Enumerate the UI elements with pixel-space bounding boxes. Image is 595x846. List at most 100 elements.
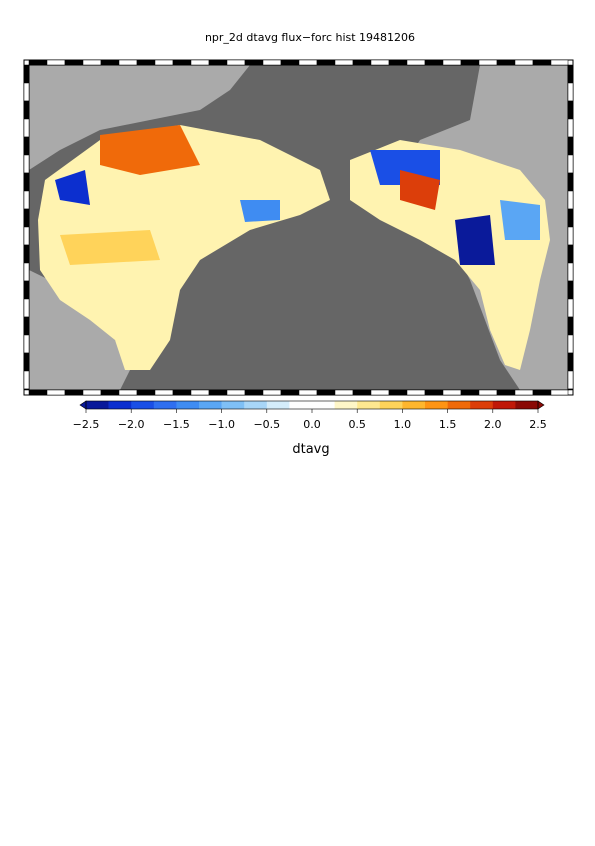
border-segment xyxy=(82,59,102,66)
border-segment xyxy=(23,316,30,336)
border-segment xyxy=(23,64,30,84)
border-segment xyxy=(136,59,156,66)
border-segment xyxy=(136,389,156,396)
map-title: npr_2d dtavg flux−forc hist 19481206 xyxy=(205,31,415,44)
colorbar-segment xyxy=(108,401,132,409)
border-segment xyxy=(23,100,30,120)
colorbar-segment xyxy=(199,401,222,409)
border-segment xyxy=(64,59,84,66)
map-border xyxy=(23,59,574,396)
border-segment xyxy=(567,190,574,210)
colorbar-segment xyxy=(379,401,403,409)
colorbar-segment xyxy=(312,401,335,409)
border-segment xyxy=(23,82,30,102)
data-patch xyxy=(500,200,540,240)
colorbar-segment xyxy=(86,401,109,409)
colorbar-segment xyxy=(492,401,516,409)
colorbar-label: dtavg xyxy=(292,442,329,457)
data-region xyxy=(38,125,330,370)
border-segment xyxy=(23,298,30,318)
border-segment xyxy=(478,59,498,66)
colorbar-tick-label: 2.5 xyxy=(529,418,547,431)
border-segment xyxy=(442,389,462,396)
border-segment xyxy=(532,59,552,66)
border-segment xyxy=(406,59,426,66)
data-patch xyxy=(100,125,200,175)
border-segment xyxy=(567,244,574,264)
map xyxy=(23,59,574,396)
border-segment xyxy=(280,59,300,66)
colorbar-tick-label: −1.5 xyxy=(163,418,190,431)
border-segment xyxy=(567,208,574,228)
border-segment xyxy=(226,389,246,396)
border-segment xyxy=(567,334,574,354)
border-segment xyxy=(82,389,102,396)
border-segment xyxy=(154,59,174,66)
border-segment xyxy=(514,59,534,66)
border-segment xyxy=(46,59,66,66)
colorbar-segment xyxy=(244,401,268,409)
border-segment xyxy=(23,280,30,300)
border-segment xyxy=(567,64,574,84)
data-patch xyxy=(455,215,495,265)
land xyxy=(29,270,130,390)
border-segment xyxy=(154,389,174,396)
border-segment xyxy=(442,59,462,66)
border-segment xyxy=(316,59,336,66)
colorbar-segment xyxy=(402,401,426,409)
colorbar-segment xyxy=(334,401,358,409)
border-segment xyxy=(352,389,372,396)
border-segment xyxy=(567,316,574,336)
colorbar-tick-label: 0.0 xyxy=(303,418,321,431)
colorbar-tick-label: 2.0 xyxy=(484,418,502,431)
colorbar: −2.5 −2.0 −1.5 −1.0 −0.5 0.0 0.5 1.0 1.5 2.0 2.5 xyxy=(73,400,547,431)
colorbar-segment xyxy=(425,401,448,409)
border-segment xyxy=(567,82,574,102)
border-segment xyxy=(567,154,574,174)
border-segment xyxy=(532,389,552,396)
border-segment xyxy=(23,226,30,246)
border-segment xyxy=(567,280,574,300)
border-segment xyxy=(316,389,336,396)
border-segment xyxy=(23,334,30,354)
border-segment xyxy=(28,389,48,396)
border-segment xyxy=(460,59,480,66)
border-segment xyxy=(23,208,30,228)
border-segment xyxy=(172,389,192,396)
border-segment xyxy=(262,389,282,396)
data-patch xyxy=(400,170,440,210)
colorbar-segment xyxy=(515,401,539,409)
border-segment xyxy=(100,59,120,66)
colorbar-segment xyxy=(447,401,471,409)
border-segment xyxy=(23,370,30,390)
border-segment xyxy=(190,59,210,66)
colorbar-tick-label: 0.5 xyxy=(348,418,366,431)
border-segment xyxy=(334,389,354,396)
border-segment xyxy=(23,352,30,372)
border-segment xyxy=(567,262,574,282)
border-segment xyxy=(370,389,390,396)
border-segment xyxy=(23,262,30,282)
border-segment xyxy=(172,59,192,66)
border-segment xyxy=(567,352,574,372)
border-segment xyxy=(478,389,498,396)
border-segment xyxy=(208,59,228,66)
border-segment xyxy=(388,59,408,66)
border-segment xyxy=(23,136,30,156)
border-segment xyxy=(23,388,30,391)
border-segment xyxy=(550,59,569,66)
border-segment xyxy=(208,389,228,396)
border-segment xyxy=(460,389,480,396)
colorbar-segment xyxy=(266,401,290,409)
colorbar-segment xyxy=(289,401,313,409)
land xyxy=(29,65,250,170)
colorbar-segment xyxy=(176,401,200,409)
border-segment xyxy=(244,59,264,66)
border-segment xyxy=(567,370,574,390)
colorbar-segment xyxy=(131,401,155,409)
colorbar-tick-label: −0.5 xyxy=(253,418,280,431)
colorbar-segment xyxy=(221,401,245,409)
border-segment xyxy=(567,172,574,192)
